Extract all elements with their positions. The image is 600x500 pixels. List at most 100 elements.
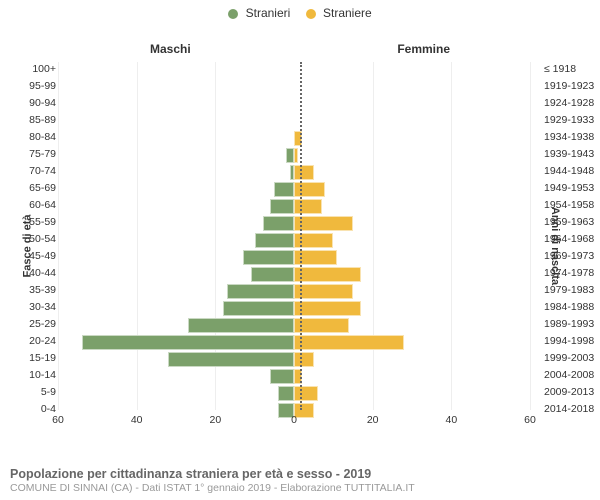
bar-pair xyxy=(58,97,530,112)
bar-male xyxy=(286,148,294,163)
bar-male xyxy=(82,335,294,350)
x-tick-label: 0 xyxy=(291,414,297,426)
x-tick-label: 20 xyxy=(209,414,221,426)
age-label: 35-39 xyxy=(4,284,56,296)
bar-male xyxy=(270,369,294,384)
bar-row: 25-291989-1993 xyxy=(58,317,530,334)
age-label: 10-14 xyxy=(4,369,56,381)
bar-pair xyxy=(58,284,530,299)
bar-male xyxy=(243,250,294,265)
bar-row: 20-241994-1998 xyxy=(58,334,530,351)
x-tick-label: 40 xyxy=(131,414,143,426)
age-label: 30-34 xyxy=(4,301,56,313)
age-label: 45-49 xyxy=(4,250,56,262)
age-label: 75-79 xyxy=(4,148,56,160)
birth-year-label: 1969-1973 xyxy=(544,250,596,262)
bar-pair xyxy=(58,233,530,248)
bar-male xyxy=(278,386,294,401)
bar-pair xyxy=(58,369,530,384)
bar-row: 40-441974-1978 xyxy=(58,266,530,283)
bar-row: 55-591959-1963 xyxy=(58,215,530,232)
bar-row: 15-191999-2003 xyxy=(58,351,530,368)
bar-pair xyxy=(58,63,530,78)
bar-male xyxy=(263,216,294,231)
bar-row: 75-791939-1943 xyxy=(58,147,530,164)
birth-year-label: 1999-2003 xyxy=(544,352,596,364)
bar-female xyxy=(294,335,404,350)
bar-row: 90-941924-1928 xyxy=(58,96,530,113)
chart-subtitle: COMUNE DI SINNAI (CA) - Dati ISTAT 1° ge… xyxy=(10,482,590,494)
bar-row: 35-391979-1983 xyxy=(58,283,530,300)
age-label: 85-89 xyxy=(4,114,56,126)
bar-female xyxy=(294,267,361,282)
bar-pair xyxy=(58,114,530,129)
birth-year-label: 1919-1923 xyxy=(544,80,596,92)
birth-year-label: 1954-1958 xyxy=(544,199,596,211)
bar-row: 10-142004-2008 xyxy=(58,368,530,385)
birth-year-label: 1964-1968 xyxy=(544,233,596,245)
birth-year-label: 1929-1933 xyxy=(544,114,596,126)
birth-year-label: 1959-1963 xyxy=(544,216,596,228)
chart-title: Popolazione per cittadinanza straniera p… xyxy=(10,467,590,481)
bar-male xyxy=(255,233,294,248)
bar-row: 70-741944-1948 xyxy=(58,164,530,181)
legend-female: Straniere xyxy=(306,6,372,20)
legend-female-label: Straniere xyxy=(323,6,372,20)
birth-year-label: 2009-2013 xyxy=(544,386,596,398)
age-label: 90-94 xyxy=(4,97,56,109)
bar-pair xyxy=(58,267,530,282)
birth-year-label: 1939-1943 xyxy=(544,148,596,160)
age-label: 50-54 xyxy=(4,233,56,245)
birth-year-label: 1949-1953 xyxy=(544,182,596,194)
bar-rows: 100+≤ 191895-991919-192390-941924-192885… xyxy=(58,62,530,410)
birth-year-label: 1934-1938 xyxy=(544,131,596,143)
age-label: 5-9 xyxy=(4,386,56,398)
center-axis xyxy=(300,62,302,410)
bar-female xyxy=(294,182,325,197)
age-label: 0-4 xyxy=(4,403,56,415)
bar-pair xyxy=(58,352,530,367)
birth-year-label: ≤ 1918 xyxy=(544,63,596,75)
bar-row: 100+≤ 1918 xyxy=(58,62,530,79)
gridline xyxy=(530,62,531,410)
age-label: 20-24 xyxy=(4,335,56,347)
age-label: 95-99 xyxy=(4,80,56,92)
age-label: 60-64 xyxy=(4,199,56,211)
bar-row: 30-341984-1988 xyxy=(58,300,530,317)
bar-female xyxy=(294,386,318,401)
birth-year-label: 1989-1993 xyxy=(544,318,596,330)
bar-female xyxy=(294,165,314,180)
bar-pair xyxy=(58,318,530,333)
age-label: 15-19 xyxy=(4,352,56,364)
bar-row: 5-92009-2013 xyxy=(58,385,530,402)
age-label: 100+ xyxy=(4,63,56,75)
x-tick-label: 60 xyxy=(52,414,64,426)
bar-row: 60-641954-1958 xyxy=(58,198,530,215)
birth-year-label: 1924-1928 xyxy=(544,97,596,109)
birth-year-label: 2014-2018 xyxy=(544,403,596,415)
bar-male xyxy=(274,182,294,197)
x-axis-ticks: 6040200204060 xyxy=(58,414,530,428)
age-label: 80-84 xyxy=(4,131,56,143)
age-label: 40-44 xyxy=(4,267,56,279)
bar-female xyxy=(294,148,298,163)
bar-male xyxy=(223,301,294,316)
chart-footer: Popolazione per cittadinanza straniera p… xyxy=(10,467,590,494)
age-label: 65-69 xyxy=(4,182,56,194)
age-label: 25-29 xyxy=(4,318,56,330)
legend-male: Stranieri xyxy=(228,6,290,20)
birth-year-label: 1974-1978 xyxy=(544,267,596,279)
bar-pair xyxy=(58,335,530,350)
bar-female xyxy=(294,199,322,214)
bar-pair xyxy=(58,80,530,95)
bar-row: 95-991919-1923 xyxy=(58,79,530,96)
bar-row: 65-691949-1953 xyxy=(58,181,530,198)
x-tick-label: 60 xyxy=(524,414,536,426)
chart: Maschi Femmine Fasce di età Anni di nasc… xyxy=(0,20,600,450)
bar-female xyxy=(294,284,353,299)
bar-female xyxy=(294,301,361,316)
bar-row: 50-541964-1968 xyxy=(58,232,530,249)
bar-pair xyxy=(58,250,530,265)
column-header-female: Femmine xyxy=(397,42,450,56)
bar-pair xyxy=(58,165,530,180)
